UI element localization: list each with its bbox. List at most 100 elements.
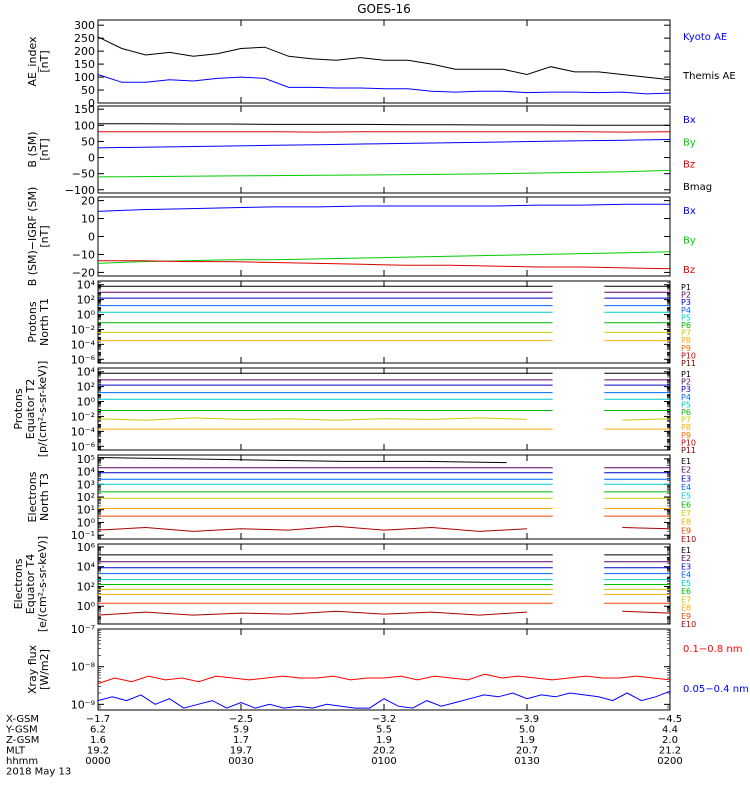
series-line-p7 [622, 418, 671, 421]
y-tick-label: 10⁴ [77, 279, 96, 292]
y-tick-label: 10⁻⁶ [71, 353, 96, 366]
ephemeris-value: 5.5 [376, 725, 392, 736]
y-tick-label: 10⁴ [77, 561, 96, 574]
ephemeris-value: −2.5 [229, 714, 253, 725]
y-tick-label: 0 [88, 97, 95, 110]
legend-entry: E1 [681, 546, 691, 555]
y-tick-label: 50 [81, 135, 95, 148]
legend-entry: P3 [681, 298, 691, 307]
y-tick-label: 200 [74, 45, 95, 58]
y-tick-label: −10 [72, 248, 95, 261]
y-tick-label: 0 [88, 152, 95, 165]
ephemeris-value: 5.0 [519, 725, 535, 736]
legend-entry: P1 [681, 370, 691, 379]
ephemeris-value: −3.9 [515, 714, 539, 725]
legend-entry: E7 [681, 509, 691, 518]
ephemeris-row-label: Z-GSM [6, 735, 39, 746]
y-tick-label: 150 [74, 58, 95, 71]
series-line-0-1-0-8-nm [97, 673, 671, 685]
series-line-by [97, 169, 671, 178]
legend-entry: P4 [681, 306, 691, 315]
legend-entry: E10 [681, 535, 696, 544]
legend-entry: E3 [681, 562, 691, 571]
ephemeris-value: 20.2 [373, 746, 395, 757]
legend-entry: P11 [681, 359, 696, 368]
data-gap [552, 282, 605, 362]
y-tick-label: 10² [77, 381, 95, 394]
legend-entry: E2 [681, 554, 691, 563]
legend-entry: E9 [681, 526, 691, 535]
y-tick-label: 10⁴ [77, 366, 96, 379]
ephemeris-value: 0000 [85, 756, 110, 767]
y-tick-label: 10⁻⁴ [71, 425, 96, 438]
legend-entry: E4 [681, 571, 691, 580]
legend-entry: Bz [683, 160, 695, 171]
ephemeris-value: 1.9 [376, 735, 392, 746]
y-tick-label: 10⁶ [77, 541, 96, 554]
x-axis-ephemeris: X-GSM −1.7 −2.5 −3.2 −3.9 −4.5 Y-GSM 6.2 5.9 5.5 5… [5, 714, 683, 778]
ephemeris-value: 4.4 [662, 725, 678, 736]
y-tick-label: 250 [74, 32, 95, 45]
legend-entry: E3 [681, 474, 691, 483]
y-axis-label: [nT] [38, 50, 51, 72]
y-axis-label: B (SM)−IGRF (SM) [26, 187, 39, 287]
legend-entry: E6 [681, 587, 691, 596]
panel-3: 20 10 0 −10 −20 B (SM)−IGRF (SM) [nT] Bx By Bz [26, 187, 696, 287]
y-tick-label: 10⁻⁸ [71, 661, 96, 674]
y-tick-label: 10¹ [77, 504, 95, 517]
legend-entry: P7 [681, 416, 691, 425]
series-line-themis-ae [97, 36, 671, 81]
ephemeris-value: 19.2 [87, 746, 109, 757]
legend-entry: P5 [681, 400, 691, 409]
series-line-e10 [97, 610, 528, 616]
legend-entry: P2 [681, 378, 691, 387]
y-tick-label: 300 [74, 19, 95, 32]
legend-entry: P8 [681, 423, 691, 432]
y-axis-label: Protons [26, 301, 39, 342]
panel-frame [97, 105, 671, 194]
ephemeris-value: 1.6 [90, 735, 106, 746]
ephemeris-value: −1.7 [86, 714, 110, 725]
y-tick-label: 10 [81, 213, 95, 226]
ephemeris-value: 0130 [514, 756, 539, 767]
y-axis-label: [nT] [38, 225, 51, 247]
legend-entry: P10 [681, 351, 696, 360]
y-axis-label: Electrons [26, 471, 39, 522]
legend-entry: P9 [681, 344, 691, 353]
y-axis-label: North T1 [38, 298, 51, 346]
y-tick-label: 10⁻² [71, 323, 95, 336]
legend-entry: E2 [681, 466, 691, 475]
legend-entry: By [683, 236, 696, 247]
legend-entry: E7 [681, 595, 691, 604]
series-line-e10 [97, 525, 528, 532]
ephemeris-value: 6.2 [90, 725, 106, 736]
legend-entry: Kyoto AE [683, 32, 727, 43]
y-tick-label: 10⁰ [77, 396, 96, 409]
legend-entry: 0.1−0.8 nm [683, 644, 742, 655]
ephemeris-value: 21.2 [659, 746, 681, 757]
data-gap [552, 545, 605, 623]
y-axis-label: Equator T4 [24, 554, 37, 614]
legend-entry: E5 [681, 492, 691, 501]
y-tick-label: 10⁰ [77, 516, 96, 529]
date-label: 2018 May 13 [6, 767, 71, 778]
y-axis-label: [e/(cm²-s-sr-keV)] [36, 536, 49, 632]
panel-2: 150 100 50 0 −50 −100 B (SM) [nT] Bx By Bz Bmag [26, 103, 712, 197]
y-tick-label: 100 [74, 119, 95, 132]
ephemeris-value: 20.7 [516, 746, 538, 757]
series-line-bx [97, 139, 671, 149]
data-gap [552, 456, 605, 538]
legend-entry: P1 [681, 283, 691, 292]
ephemeris-value: 1.9 [519, 735, 535, 746]
legend-entry: P6 [681, 321, 691, 330]
panel-frame [97, 628, 671, 711]
legend-entry: E8 [681, 604, 691, 613]
legend-entry: P7 [681, 329, 691, 338]
legend-entry: E10 [681, 620, 696, 629]
y-axis-label: B (SM) [26, 131, 39, 167]
ephemeris-value: −4.5 [658, 714, 682, 725]
y-tick-label: 0 [88, 231, 95, 244]
y-tick-label: −50 [72, 168, 95, 181]
